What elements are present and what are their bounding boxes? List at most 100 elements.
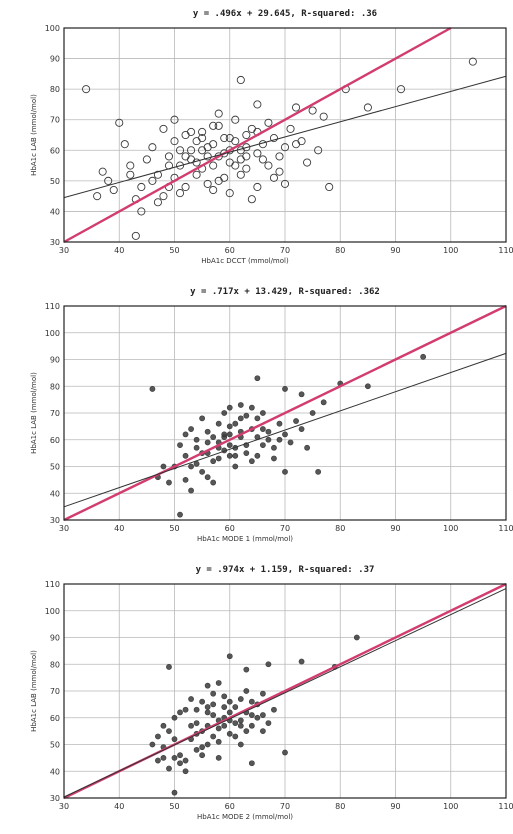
data-point <box>226 423 233 430</box>
data-point <box>155 757 161 764</box>
data-point <box>396 85 406 94</box>
x-tick-label: 30 <box>59 802 69 811</box>
data-point <box>215 455 222 462</box>
data-point <box>160 754 167 761</box>
data-point <box>236 75 245 85</box>
data-point <box>182 768 189 775</box>
data-point <box>231 161 240 170</box>
data-point <box>242 152 251 161</box>
x-tick-label: 40 <box>114 246 124 255</box>
data-point <box>160 463 167 470</box>
y-tick-label: 60 <box>50 714 60 723</box>
data-point <box>188 696 194 702</box>
data-point <box>282 431 288 438</box>
data-point <box>243 666 250 673</box>
chart-panel-2: y = .717x + 13.429, R-squared: .362 30 40 5… <box>0 278 513 556</box>
data-point <box>248 722 255 729</box>
y-tick-label: 100 <box>45 24 60 33</box>
data-point <box>82 85 91 94</box>
x-tick-label: 30 <box>59 524 69 533</box>
data-point <box>221 704 228 710</box>
x-tick-label: 70 <box>280 246 290 255</box>
data-point <box>276 420 283 427</box>
x-tick-label: 70 <box>280 802 290 811</box>
x-tick-label: 80 <box>335 524 345 533</box>
data-point <box>254 375 261 382</box>
data-point <box>204 704 211 710</box>
data-point <box>243 688 250 694</box>
y-tick-label: 60 <box>50 146 60 155</box>
y-tick-label: 30 <box>50 238 60 247</box>
data-point <box>236 170 245 179</box>
data-point <box>210 701 217 708</box>
data-point <box>98 167 107 176</box>
regression-line <box>63 75 507 199</box>
data-point <box>353 634 360 641</box>
data-point <box>237 722 244 729</box>
regression-line <box>63 588 507 798</box>
scatter-chart-mode-1: y = .717x + 13.429, R-squared: .362 30 40 5… <box>30 287 513 543</box>
y-tick-label: 80 <box>50 382 60 391</box>
y-tick-label: 30 <box>50 516 60 525</box>
y-tick-label: 60 <box>50 436 60 445</box>
data-point <box>363 103 372 112</box>
y-axis-label: HbA1c LAB (mmol/mol) <box>30 650 38 732</box>
data-point <box>237 717 244 724</box>
data-point <box>254 714 261 721</box>
data-point <box>271 444 277 451</box>
data-point <box>282 386 288 392</box>
data-point <box>259 728 266 735</box>
data-point <box>188 722 194 729</box>
data-point <box>265 720 272 726</box>
data-point <box>325 182 334 192</box>
data-point <box>468 57 477 66</box>
x-tick-label: 100 <box>443 246 458 255</box>
data-point <box>258 155 267 164</box>
data-point <box>215 738 222 745</box>
data-point <box>420 353 427 360</box>
y-tick-label: 90 <box>50 634 60 643</box>
data-point <box>248 698 255 705</box>
data-point <box>291 103 301 112</box>
data-point <box>192 137 201 146</box>
y-tick-label: 80 <box>50 660 60 669</box>
y-tick-label: 90 <box>50 356 60 365</box>
data-point <box>220 134 229 143</box>
data-point <box>221 722 228 729</box>
data-point <box>232 704 239 710</box>
data-point <box>142 155 151 164</box>
x-tick-label: 30 <box>59 246 69 255</box>
y-tick-label: 40 <box>50 767 60 776</box>
data-point <box>199 744 206 751</box>
data-point <box>153 170 162 179</box>
x-tick-label: 60 <box>225 802 235 811</box>
data-point <box>149 386 156 392</box>
data-point <box>275 152 284 161</box>
data-point <box>226 653 233 660</box>
data-point <box>282 468 288 475</box>
data-point <box>210 458 217 465</box>
data-point <box>203 179 212 188</box>
data-point <box>225 146 234 155</box>
data-point <box>309 410 316 416</box>
data-point <box>226 452 233 459</box>
data-point <box>226 730 233 737</box>
data-point <box>253 149 262 158</box>
data-point <box>149 741 156 748</box>
scatter-chart-mode-2: y = .974x + 1.159, R-squared: .37 30 40 50 6… <box>30 565 513 821</box>
y-tick-label: 70 <box>50 409 60 418</box>
data-point <box>203 152 212 161</box>
data-point <box>315 468 322 475</box>
x-axis-label: HbA1c MODE 1 (mmol/mol) <box>197 535 293 543</box>
identity-line <box>63 26 452 244</box>
data-point <box>182 452 189 459</box>
data-point <box>177 760 183 767</box>
y-tick-label: 50 <box>50 177 60 186</box>
data-point <box>204 709 211 716</box>
x-tick-label: 80 <box>335 246 345 255</box>
y-axis-label: HbA1c LAB (mmol/mol) <box>30 372 38 454</box>
data-point <box>188 426 194 432</box>
y-tick-label: 80 <box>50 85 60 94</box>
data-point <box>192 170 201 179</box>
data-point <box>242 130 251 140</box>
